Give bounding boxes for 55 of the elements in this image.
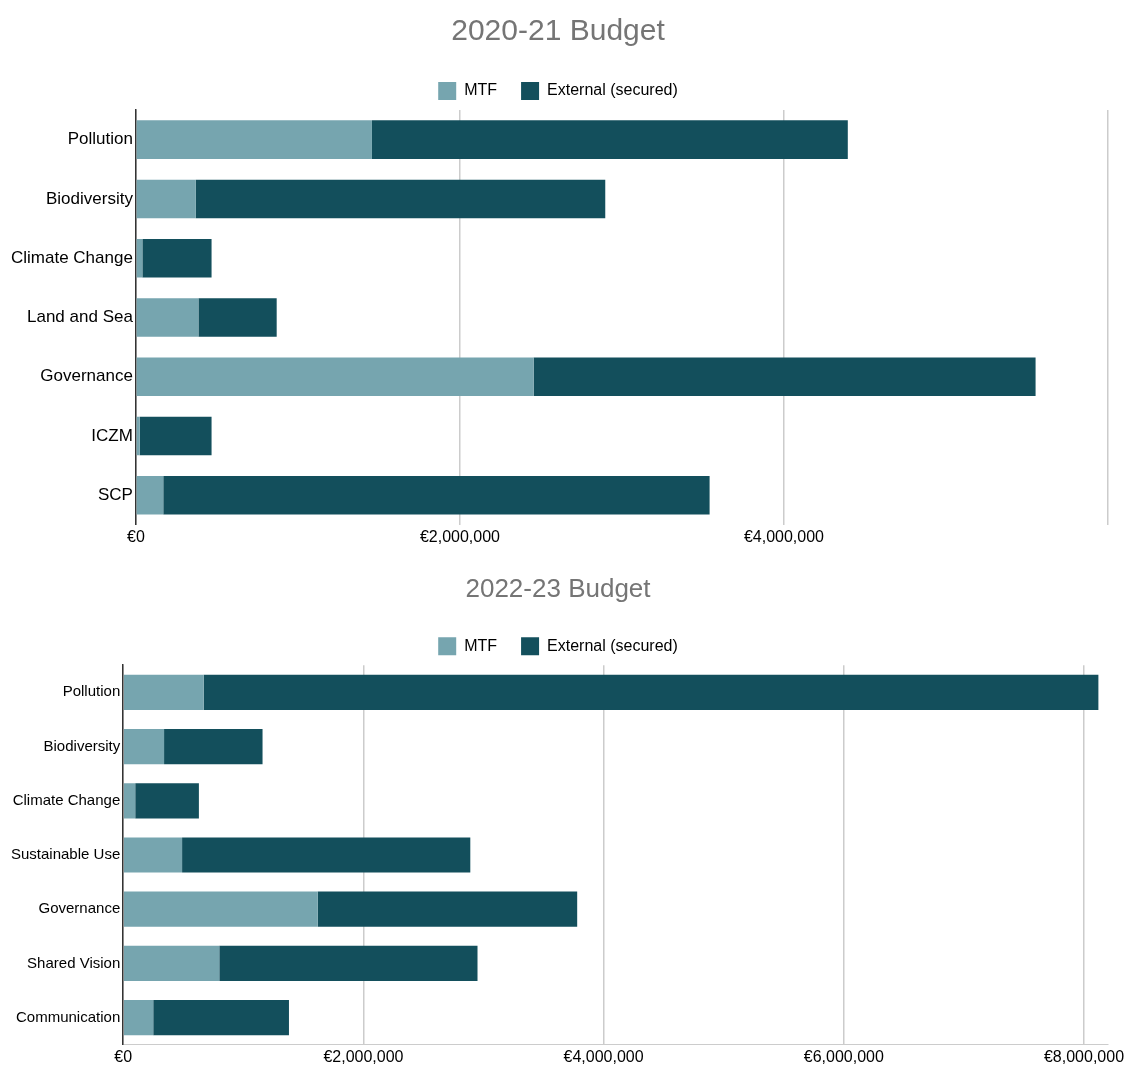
bar xyxy=(195,179,606,219)
y-tick-label: Climate Change xyxy=(12,790,121,808)
x-tick-label: €2,000,000 xyxy=(419,527,501,545)
bar xyxy=(371,120,848,159)
bar xyxy=(123,783,136,819)
bar xyxy=(142,238,212,278)
y-tick-label: Pollution xyxy=(67,129,133,149)
y-tick-label: Pollution xyxy=(62,682,121,700)
bar xyxy=(136,179,196,219)
y-tick-label: SCP xyxy=(97,484,133,504)
bar xyxy=(153,1000,289,1036)
x-tick-label: €2,000,000 xyxy=(323,1047,404,1065)
bar xyxy=(136,298,199,337)
bar xyxy=(182,837,471,873)
bar xyxy=(203,674,1099,710)
y-tick-label: Climate Change xyxy=(10,247,133,267)
bar xyxy=(136,475,164,515)
chart-title: 2022-23 Budget xyxy=(465,572,652,603)
y-tick-label: Land and Sea xyxy=(27,307,134,327)
bar xyxy=(136,357,534,396)
y-tick-label: Governance xyxy=(40,366,133,386)
x-tick-label: €6,000,000 xyxy=(803,1047,884,1065)
bar xyxy=(123,891,318,927)
y-tick-label: Governance xyxy=(38,899,121,917)
x-tick-label: €4,000,000 xyxy=(743,527,825,545)
y-tick-label: Biodiversity xyxy=(43,736,121,754)
bar xyxy=(164,728,263,765)
legend-label: External (secured) xyxy=(547,81,678,99)
bar xyxy=(219,945,478,982)
bar xyxy=(136,416,140,456)
bar xyxy=(123,1000,154,1036)
y-tick-label: Communication xyxy=(16,1007,121,1025)
bar xyxy=(163,475,710,515)
bar xyxy=(123,674,204,710)
bar xyxy=(123,837,183,873)
bar xyxy=(136,120,372,159)
bar xyxy=(198,298,277,337)
x-tick-label: €0 xyxy=(127,527,145,545)
bar xyxy=(123,945,220,982)
x-tick-label: €8,000,000 xyxy=(1043,1047,1125,1065)
bar xyxy=(533,357,1036,396)
legend-label: MTF xyxy=(464,81,498,99)
legend-label: MTF xyxy=(464,636,498,654)
y-tick-label: ICZM xyxy=(91,425,133,445)
x-tick-label: €4,000,000 xyxy=(563,1047,644,1065)
y-tick-label: Sustainable Use xyxy=(11,845,121,863)
bar xyxy=(123,728,165,765)
bar xyxy=(135,783,199,819)
legend-label: External (secured) xyxy=(547,636,678,654)
bar xyxy=(139,416,212,456)
y-tick-label: Shared Vision xyxy=(27,953,121,971)
x-tick-label: €0 xyxy=(114,1047,133,1065)
bar xyxy=(317,891,578,927)
chart-title: 2020-21 Budget xyxy=(451,13,666,47)
y-tick-label: Biodiversity xyxy=(45,188,134,208)
